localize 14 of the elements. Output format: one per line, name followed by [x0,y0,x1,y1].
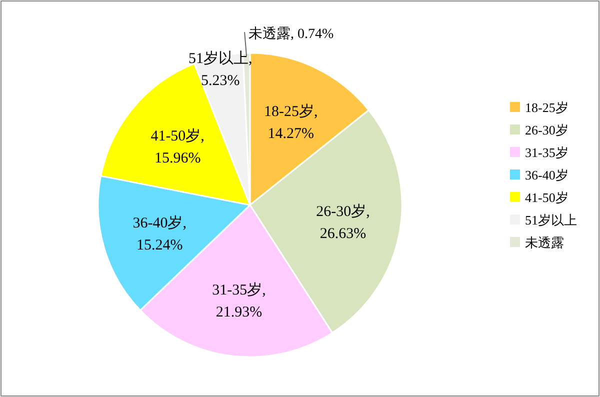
data-label: 18-25岁, 14.27% [264,103,318,142]
legend-label: 36-40岁 [525,168,568,182]
data-label: 26-30岁, 26.63% [316,203,370,242]
legend-label: 51岁以上 [525,212,577,228]
data-label: 31-35岁, 21.93% [212,282,266,321]
legend-label: 31-35岁 [525,145,568,160]
legend-label: 26-30岁 [525,122,568,138]
data-label: 未透露, 0.74% [248,26,334,42]
legend-label: 41-50岁 [525,190,568,205]
data-label: 36-40岁, 15.24% [132,214,186,254]
data-label: 41-50岁, 15.96% [150,128,204,167]
legend-label: 未透露 [525,235,564,250]
legend-label: 18-25岁 [525,100,568,115]
data-label: 51岁以上, 5.23% [188,50,252,89]
